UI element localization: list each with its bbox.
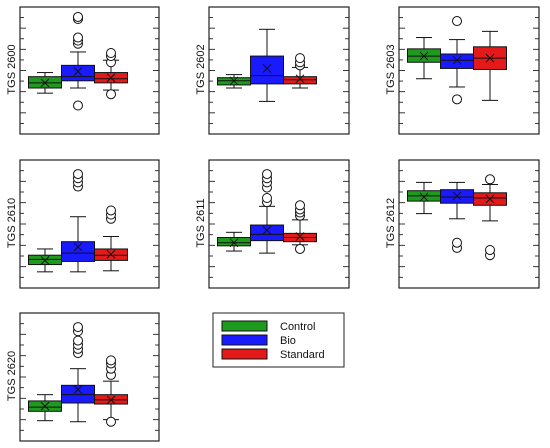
box-control <box>407 37 441 80</box>
box-standard <box>283 53 317 89</box>
box-control <box>28 72 62 94</box>
panel-frame <box>398 159 540 289</box>
panel-tgs-2620: TGS 2620 <box>6 312 160 442</box>
panel-tgs-2610: TGS 2610 <box>6 159 160 289</box>
mean-marker <box>419 192 429 202</box>
box-control <box>217 74 251 89</box>
outlier-point <box>73 11 83 22</box>
mean-marker <box>485 53 495 63</box>
mean-marker <box>106 249 116 259</box>
mean-marker <box>229 238 239 248</box>
mean-marker <box>419 51 429 61</box>
box-bio <box>250 169 284 254</box>
legend-label-control: Control <box>280 321 315 333</box>
outlier-point <box>106 355 116 366</box>
box-standard <box>473 174 507 261</box>
box-standard <box>473 30 507 101</box>
outlier-point <box>295 200 305 211</box>
box-iqr <box>61 384 95 404</box>
outlier-point <box>106 205 116 216</box>
outlier-point <box>262 193 272 203</box>
box-bio <box>250 28 284 102</box>
legend-swatch-control <box>221 320 268 332</box>
y-axis-label: TGS 2600 <box>6 44 18 94</box>
mean-marker <box>106 73 116 83</box>
outlier-point <box>485 174 495 185</box>
box-standard <box>94 205 128 272</box>
mean-marker <box>40 78 50 88</box>
legend-swatch-bio <box>221 334 268 346</box>
panel-tgs-2611: TGS 2611 <box>195 159 350 289</box>
box-bio <box>61 169 95 273</box>
outlier-point <box>73 100 83 111</box>
y-axis-label: TGS 2620 <box>6 351 18 401</box>
outlier-point <box>73 322 83 333</box>
outlier-point <box>452 94 462 105</box>
mean-marker <box>452 191 462 201</box>
panel-tgs-2602: TGS 2602 <box>195 6 350 135</box>
outlier-point <box>106 47 116 58</box>
mean-marker <box>295 74 305 84</box>
outlier-point <box>262 169 272 180</box>
box-control <box>217 231 251 252</box>
box-iqr <box>250 224 284 242</box>
box-iqr <box>283 76 317 85</box>
legend-label-bio: Bio <box>280 335 296 347</box>
outlier-point <box>485 245 495 255</box>
panel-tgs-2612: TGS 2612 <box>385 159 540 289</box>
y-axis-label: TGS 2611 <box>195 198 207 247</box>
mean-marker <box>262 64 272 73</box>
outlier-point <box>73 335 83 346</box>
box-iqr <box>440 53 474 69</box>
mean-marker <box>452 55 462 65</box>
outlier-point <box>295 53 305 64</box>
mean-marker <box>73 67 83 76</box>
mean-marker <box>262 225 272 235</box>
y-axis-label: TGS 2603 <box>385 44 397 94</box>
outlier-point <box>452 16 462 27</box>
box-control <box>28 394 62 422</box>
legend-label-standard: Standard <box>280 349 325 361</box>
mean-marker <box>229 76 239 86</box>
mean-marker <box>295 232 305 241</box>
mean-marker <box>485 194 495 204</box>
panel-frame <box>19 312 160 442</box>
outlier-point <box>106 416 116 427</box>
box-standard <box>94 355 128 427</box>
mean-marker <box>40 401 50 411</box>
box-standard <box>94 47 128 100</box>
panel-frame <box>208 159 350 289</box>
box-iqr <box>250 55 284 85</box>
mean-marker <box>73 242 83 252</box>
outlier-point <box>73 169 83 180</box>
box-standard <box>283 200 317 254</box>
box-bio <box>61 11 95 111</box>
mean-marker <box>106 395 116 405</box>
outlier-point <box>73 32 83 43</box>
box-bio <box>61 322 95 423</box>
y-axis-label: TGS 2610 <box>6 198 18 248</box>
box-iqr <box>217 237 251 247</box>
box-iqr <box>61 241 95 262</box>
box-iqr <box>61 64 95 82</box>
panel-frame <box>398 6 540 135</box>
panel-frame <box>19 159 160 289</box>
legend: Control Bio Standard <box>212 312 345 368</box>
y-axis-label: TGS 2602 <box>195 44 207 94</box>
panel-tgs-2600: TGS 2600 <box>6 6 160 135</box>
panel-tgs-2603: TGS 2603 <box>385 6 540 135</box>
mean-marker <box>40 256 50 265</box>
legend-swatch-standard <box>221 348 268 360</box>
y-axis-label: TGS 2612 <box>385 198 397 248</box>
mean-marker <box>73 385 83 394</box>
outlier-point <box>452 237 462 248</box>
outlier-point <box>106 89 116 100</box>
outlier-point <box>295 243 305 254</box>
